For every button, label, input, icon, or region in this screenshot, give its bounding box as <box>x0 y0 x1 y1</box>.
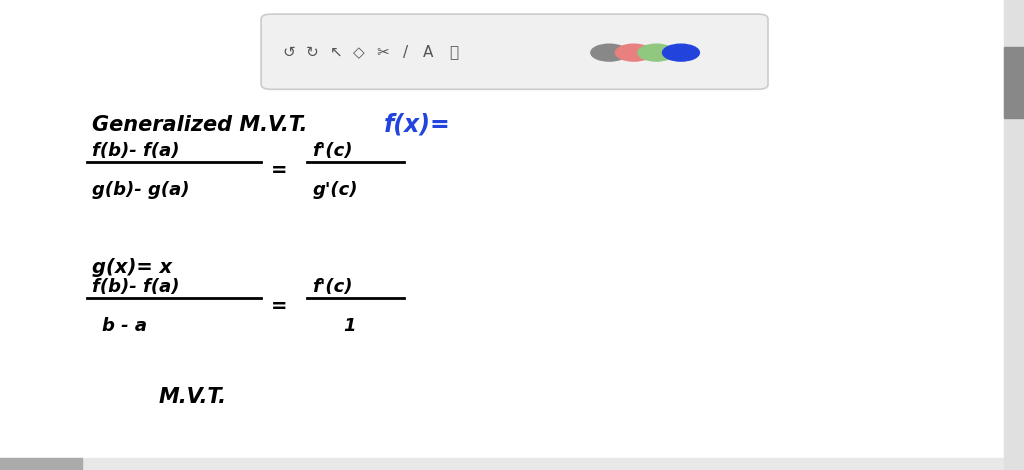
Circle shape <box>663 44 699 61</box>
Bar <box>1004 47 1024 118</box>
Bar <box>0 458 82 470</box>
Text: ◇: ◇ <box>352 45 365 60</box>
FancyBboxPatch shape <box>261 14 768 89</box>
Circle shape <box>638 44 675 61</box>
Text: f(x)=: f(x)= <box>384 112 451 137</box>
Text: =: = <box>271 297 288 316</box>
Text: 1: 1 <box>343 317 355 335</box>
Text: /: / <box>402 45 409 60</box>
Bar <box>1004 0 1024 470</box>
Text: ✂: ✂ <box>377 45 389 60</box>
Text: f'(c): f'(c) <box>312 142 353 160</box>
Text: ↖: ↖ <box>330 45 342 60</box>
Text: =: = <box>271 161 288 180</box>
Text: f(b)- f(a): f(b)- f(a) <box>92 142 179 160</box>
Circle shape <box>615 44 652 61</box>
Text: f(b)- f(a): f(b)- f(a) <box>92 278 179 296</box>
Text: b - a: b - a <box>102 317 147 335</box>
Text: A: A <box>423 45 433 60</box>
Text: g(b)- g(a): g(b)- g(a) <box>92 181 189 199</box>
Text: ↺: ↺ <box>283 45 295 60</box>
Circle shape <box>591 44 628 61</box>
Bar <box>0 458 1024 470</box>
Text: ↻: ↻ <box>306 45 318 60</box>
Text: g(x)= x: g(x)= x <box>92 258 172 277</box>
Text: g'(c): g'(c) <box>312 181 357 199</box>
Text: f'(c): f'(c) <box>312 278 353 296</box>
Text: M.V.T.: M.V.T. <box>159 387 226 407</box>
Text: 🖼: 🖼 <box>450 45 458 60</box>
Text: Generalized M.V.T.: Generalized M.V.T. <box>92 115 307 134</box>
